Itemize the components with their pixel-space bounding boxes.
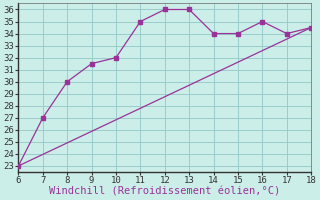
X-axis label: Windchill (Refroidissement éolien,°C): Windchill (Refroidissement éolien,°C) xyxy=(49,187,280,197)
